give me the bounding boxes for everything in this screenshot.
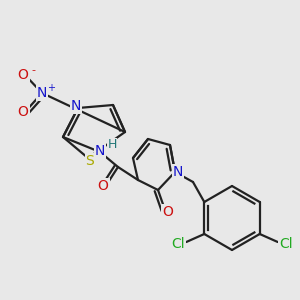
Text: N: N <box>37 86 47 100</box>
Text: O: O <box>18 68 28 82</box>
Text: +: + <box>47 83 55 93</box>
Text: S: S <box>85 154 94 168</box>
Text: H: H <box>107 139 117 152</box>
Text: O: O <box>18 105 28 119</box>
Text: Cl: Cl <box>172 237 185 251</box>
Text: O: O <box>163 205 173 219</box>
Text: Cl: Cl <box>279 237 292 251</box>
Text: O: O <box>98 179 108 193</box>
Text: N: N <box>95 144 105 158</box>
Text: N: N <box>71 99 81 113</box>
Text: N: N <box>173 165 183 179</box>
Text: -: - <box>31 65 35 75</box>
